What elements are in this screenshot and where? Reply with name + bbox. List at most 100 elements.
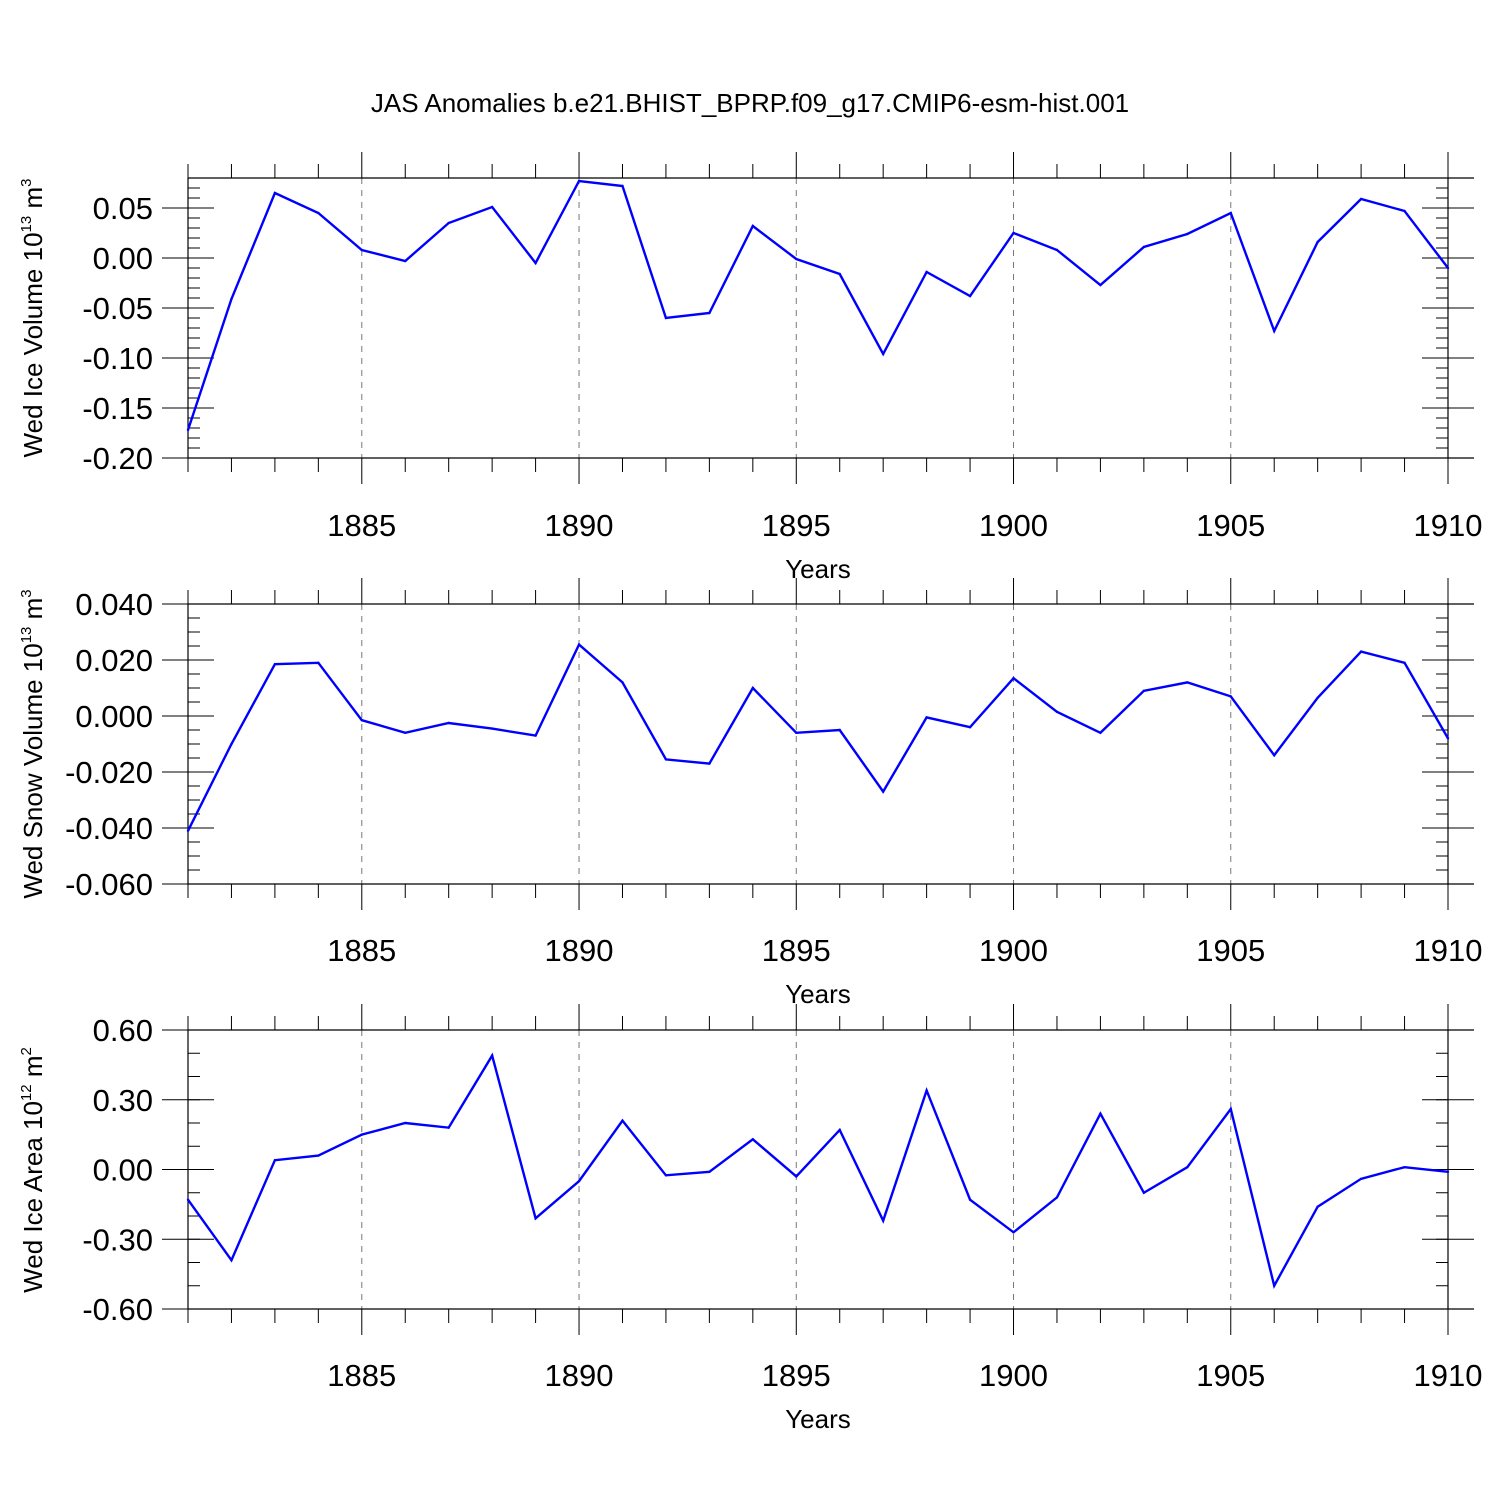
x-tick-label: 1890 [545, 508, 614, 543]
chart-panel-3: -0.60 -0.30 0.00 0.30 0.60 1885 1890 1895 1900 19… [18, 1004, 1482, 1434]
y-axis-label: Wed Snow Volume 1013 m3 [18, 589, 48, 898]
data-point [1359, 197, 1363, 201]
y-tick-label: 0.020 [75, 643, 153, 678]
data-point [360, 719, 363, 722]
data-point [795, 731, 798, 734]
x-tick-label: 1895 [762, 933, 831, 968]
chart-title: JAS Anomalies b.e21.BHIST_BPRP.f09_g17.C… [370, 88, 1130, 118]
data-point [1099, 1112, 1102, 1115]
y-tick-label: -0.15 [82, 391, 153, 426]
data-point [577, 1179, 581, 1183]
data-point [1403, 209, 1406, 213]
y-tick-label: -0.060 [65, 867, 153, 902]
data-point [1012, 231, 1015, 235]
x-tick-label: 1900 [979, 933, 1048, 968]
data-point [273, 191, 277, 195]
data-point [664, 316, 668, 320]
data-point [838, 272, 841, 276]
data-series-line [187, 1052, 1449, 1290]
y-tick-label: -0.020 [65, 755, 153, 790]
data-point [317, 661, 320, 664]
data-point [1229, 1107, 1232, 1111]
data-point [186, 1198, 190, 1201]
data-point [1142, 689, 1146, 692]
y-tick-label: 0.60 [93, 1013, 153, 1048]
x-tick-label: 1885 [327, 1358, 396, 1393]
data-point [795, 1175, 798, 1178]
data-point [1403, 661, 1406, 664]
data-point [664, 758, 668, 761]
x-tick-label: 1890 [545, 1358, 614, 1393]
data-point [838, 728, 841, 732]
data-point [404, 731, 407, 734]
data-point [1099, 731, 1102, 734]
x-tick-label: 1905 [1196, 1358, 1265, 1393]
data-point [708, 311, 711, 315]
data-point [1142, 1191, 1146, 1194]
data-point [1012, 1231, 1015, 1234]
data-point [273, 663, 277, 666]
x-tick-label: 1885 [327, 508, 396, 543]
data-point [1186, 232, 1189, 236]
data-point [1229, 695, 1232, 698]
data-point [1446, 266, 1450, 270]
data-point [1403, 1165, 1406, 1169]
data-point [708, 762, 711, 765]
data-point [1316, 696, 1319, 699]
data-point [621, 1119, 624, 1122]
data-point [490, 1054, 494, 1057]
data-point [621, 184, 624, 188]
x-tick-label: 1900 [979, 508, 1048, 543]
data-point [968, 294, 972, 298]
data-point [230, 1258, 233, 1262]
chart-panel-2: -0.060 -0.040 -0.020 0.000 0.020 0.040 1885 189… [18, 578, 1482, 1009]
data-point [881, 352, 885, 356]
y-tick-label: -0.040 [65, 811, 153, 846]
y-tick-label: 0.000 [75, 699, 153, 734]
data-point [447, 221, 450, 225]
y-axis-label: Wed Ice Area 1012 m2 [18, 1047, 48, 1293]
data-point [317, 1154, 320, 1157]
x-axis-label: Years [785, 1404, 851, 1434]
data-point [534, 261, 537, 265]
data-point [186, 428, 190, 432]
data-point [360, 248, 363, 252]
data-point [1099, 283, 1102, 287]
data-point [1273, 1284, 1276, 1287]
data-point [577, 179, 581, 183]
x-axis-label: Years [785, 554, 851, 584]
data-point [317, 211, 320, 215]
data-point [360, 1133, 363, 1136]
data-point [1359, 650, 1363, 653]
data-point [577, 643, 581, 646]
data-point [621, 681, 624, 684]
data-point [1273, 329, 1276, 333]
y-tick-label: 0.00 [93, 1153, 153, 1188]
data-point [1316, 240, 1319, 244]
x-tick-label: 1905 [1196, 508, 1265, 543]
y-tick-label: -0.30 [82, 1222, 153, 1257]
data-point [186, 829, 190, 832]
y-tick-label: 0.30 [93, 1083, 153, 1118]
data-point [708, 1170, 711, 1174]
data-point [1012, 677, 1015, 680]
data-point [534, 734, 537, 737]
data-series-line [186, 179, 1449, 431]
data-point [881, 790, 885, 793]
data-point [968, 1198, 972, 1201]
data-point [881, 1219, 885, 1222]
data-point [273, 1159, 277, 1162]
data-point [1273, 754, 1276, 757]
y-tick-label: -0.20 [82, 441, 153, 476]
y-tick-label: -0.10 [82, 341, 153, 376]
data-point [1229, 211, 1232, 215]
data-point [447, 721, 450, 725]
data-point [1359, 1177, 1363, 1181]
data-point [664, 1174, 668, 1177]
data-point [404, 1121, 407, 1125]
data-point [230, 742, 233, 746]
data-point [447, 1126, 450, 1129]
x-tick-label: 1910 [1414, 508, 1483, 543]
data-point [404, 259, 407, 263]
